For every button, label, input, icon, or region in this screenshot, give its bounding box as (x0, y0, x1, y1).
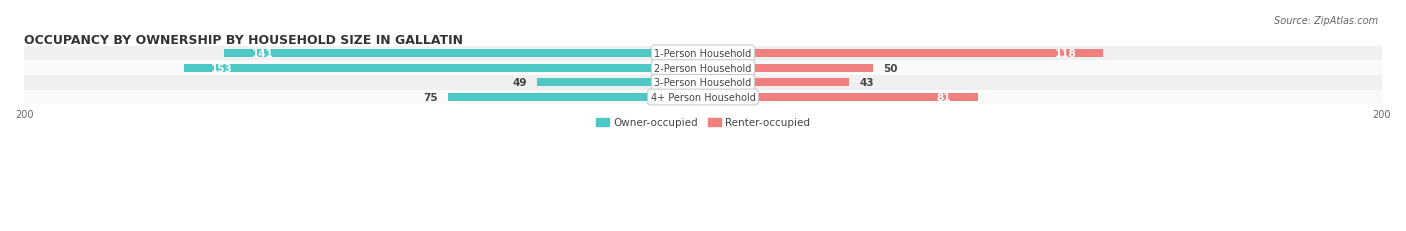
Bar (24, 61, 1382, 76)
Bar (449, 94, 703, 102)
Text: 118: 118 (1054, 49, 1077, 59)
Text: Source: ZipAtlas.com: Source: ZipAtlas.com (1274, 16, 1378, 26)
Bar (703, 79, 849, 87)
Bar (184, 64, 703, 72)
Bar (225, 50, 703, 58)
Text: OCCUPANCY BY OWNERSHIP BY HOUSEHOLD SIZE IN GALLATIN: OCCUPANCY BY OWNERSHIP BY HOUSEHOLD SIZE… (24, 33, 463, 46)
Bar (537, 79, 703, 87)
Bar (24, 90, 1382, 105)
Text: 1-Person Household: 1-Person Household (654, 49, 752, 59)
Text: 43: 43 (859, 78, 873, 88)
Text: 153: 153 (211, 63, 232, 73)
Text: 4+ Person Household: 4+ Person Household (651, 93, 755, 103)
Text: 2-Person Household: 2-Person Household (654, 63, 752, 73)
Bar (703, 50, 1104, 58)
Text: 75: 75 (423, 93, 439, 103)
Text: 50: 50 (883, 63, 897, 73)
Bar (24, 76, 1382, 90)
Bar (703, 94, 979, 102)
Text: 49: 49 (512, 78, 526, 88)
Text: 141: 141 (252, 49, 274, 59)
Bar (703, 64, 873, 72)
Text: 3-Person Household: 3-Person Household (654, 78, 752, 88)
Text: 81: 81 (936, 93, 950, 103)
Legend: Owner-occupied, Renter-occupied: Owner-occupied, Renter-occupied (592, 114, 814, 132)
Bar (24, 46, 1382, 61)
